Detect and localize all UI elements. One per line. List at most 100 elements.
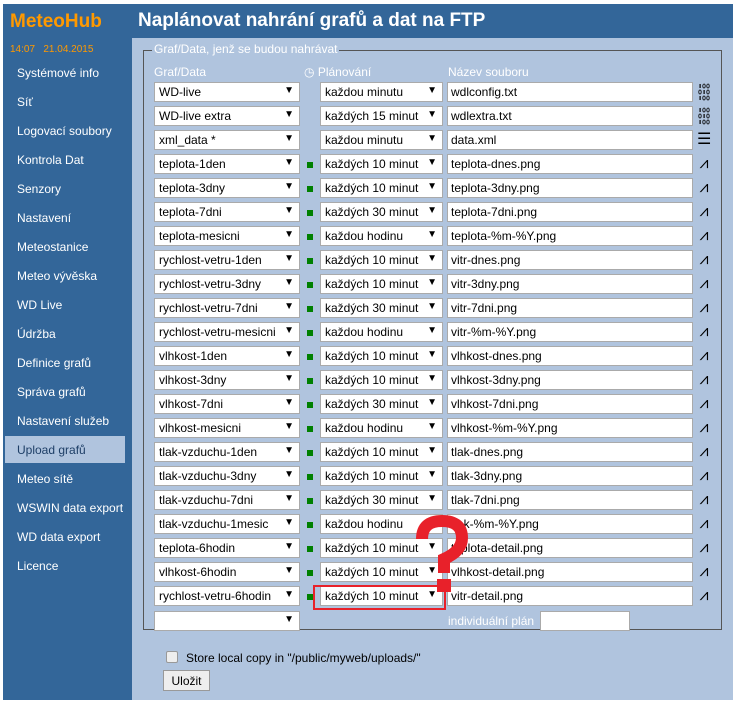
filename-input[interactable]: vitr-3dny.png [447,274,693,294]
sidebar-item[interactable]: WD Live [17,298,63,312]
chart-icon[interactable]: ⩘ [699,155,709,172]
filename-input[interactable]: vlhkost-%m-%Y.png [447,418,693,438]
graph-select[interactable]: teplota-7dni ▼ [154,202,300,222]
binary-icon[interactable] [697,107,711,125]
chart-icon[interactable]: ⩘ [699,347,709,364]
filename-input[interactable]: vlhkost-3dny.png [447,370,693,390]
graph-select[interactable]: rychlost-vetru-6hodin ▼ [154,586,300,606]
sidebar-item[interactable]: Údržba [17,327,56,341]
schedule-select[interactable]: každou hodinu ▼ [320,322,443,342]
filename-input[interactable]: tlak-dnes.png [447,442,693,462]
graph-select[interactable]: rychlost-vetru-mesicni ▼ [154,322,300,342]
binary-icon[interactable] [697,83,711,101]
schedule-select[interactable]: každých 10 minut ▼ [320,538,443,558]
graph-select[interactable]: WD-live ▼ [154,82,300,102]
chart-icon[interactable]: ⩘ [699,275,709,292]
sidebar-item[interactable]: Nastavení služeb [17,414,110,428]
schedule-select[interactable]: každých 15 minut ▼ [320,106,443,126]
schedule-select[interactable]: každých 10 minut ▼ [320,250,443,270]
filename-input[interactable]: vitr-detail.png [447,586,693,606]
store-local-checkbox[interactable] [166,651,178,663]
sidebar-item[interactable]: Kontrola Dat [17,153,84,167]
schedule-select[interactable]: každých 30 minut ▼ [320,298,443,318]
sidebar-item[interactable]: Definice grafů [17,356,92,370]
schedule-select[interactable]: každých 30 minut ▼ [320,202,443,222]
graph-select[interactable]: teplota-6hodin ▼ [154,538,300,558]
graph-select[interactable]: teplota-1den ▼ [154,154,300,174]
chart-icon[interactable]: ⩘ [699,299,709,316]
graph-select[interactable]: xml_data * ▼ [154,130,300,150]
schedule-select[interactable]: každých 10 minut ▼ [320,466,443,486]
chart-icon[interactable]: ⩘ [699,203,709,220]
filename-input[interactable]: teplota-dnes.png [447,154,693,174]
graph-select[interactable]: vlhkost-7dni ▼ [154,394,300,414]
chart-icon[interactable]: ⩘ [699,443,709,460]
schedule-select[interactable]: každou hodinu ▼ [320,418,443,438]
graph-select[interactable]: vlhkost-6hodin ▼ [154,562,300,582]
schedule-select[interactable]: každých 10 minut ▼ [320,586,443,606]
filename-input[interactable]: teplota-7dni.png [447,202,693,222]
filename-input[interactable]: vitr-%m-%Y.png [447,322,693,342]
chart-icon[interactable]: ⩘ [699,251,709,268]
sidebar-item[interactable]: Meteostanice [17,240,89,254]
graph-select[interactable]: tlak-vzduchu-1den ▼ [154,442,300,462]
filename-input[interactable]: vitr-dnes.png [447,250,693,270]
save-button[interactable]: Uložit [163,670,210,691]
graph-select[interactable]: teplota-mesicni ▼ [154,226,300,246]
chart-icon[interactable]: ⩘ [699,179,709,196]
sidebar-item[interactable]: Logovací soubory [17,124,112,138]
filename-input[interactable]: tlak-%m-%Y.png [447,514,693,534]
schedule-select[interactable]: každých 10 minut ▼ [320,346,443,366]
new-graph-select[interactable]: ▼ [154,611,300,631]
schedule-select[interactable]: každou minutu ▼ [320,130,443,150]
filename-input[interactable]: wdlextra.txt [447,106,693,126]
chart-icon[interactable]: ⩘ [699,491,709,508]
filename-input[interactable]: data.xml [447,130,693,150]
filename-input[interactable]: wdlconfig.txt [447,82,693,102]
filename-input[interactable]: teplota-%m-%Y.png [447,226,693,246]
schedule-select[interactable]: každých 10 minut ▼ [320,274,443,294]
filename-input[interactable]: vitr-7dni.png [447,298,693,318]
sidebar-item[interactable]: Upload grafů [5,436,125,463]
filename-input[interactable]: tlak-3dny.png [447,466,693,486]
filename-input[interactable]: tlak-7dni.png [447,490,693,510]
document-icon[interactable]: ☰ [697,131,712,148]
sidebar-item[interactable]: Licence [17,559,59,573]
sidebar-item[interactable]: Správa grafů [17,385,86,399]
schedule-select[interactable]: každých 10 minut ▼ [320,154,443,174]
filename-input[interactable]: teplota-3dny.png [447,178,693,198]
filename-input[interactable]: vlhkost-7dni.png [447,394,693,414]
filename-input[interactable]: vlhkost-dnes.png [447,346,693,366]
chart-icon[interactable]: ⩘ [699,395,709,412]
individual-plan-input[interactable] [540,611,630,631]
schedule-select[interactable]: každých 30 minut ▼ [320,394,443,414]
sidebar-item[interactable]: Systémové info [17,66,100,80]
schedule-select[interactable]: každých 10 minut ▼ [320,370,443,390]
sidebar-item[interactable]: Síť [17,95,33,109]
filename-input[interactable]: teplota-detail.png [447,538,693,558]
graph-select[interactable]: rychlost-vetru-3dny ▼ [154,274,300,294]
graph-select[interactable]: vlhkost-mesicni ▼ [154,418,300,438]
schedule-select[interactable]: každých 30 minut ▼ [320,490,443,510]
graph-select[interactable]: teplota-3dny ▼ [154,178,300,198]
schedule-select[interactable]: každou hodinu ▼ [320,226,443,246]
sidebar-item[interactable]: Meteo sítě [17,472,74,486]
sidebar-item[interactable]: Senzory [17,182,62,196]
filename-input[interactable]: vlhkost-detail.png [447,562,693,582]
schedule-select[interactable]: každých 10 minut ▼ [320,442,443,462]
chart-icon[interactable]: ⩘ [699,419,709,436]
chart-icon[interactable]: ⩘ [699,323,709,340]
chart-icon[interactable]: ⩘ [699,467,709,484]
graph-select[interactable]: rychlost-vetru-7dni ▼ [154,298,300,318]
sidebar-item[interactable]: WD data export [17,530,101,544]
schedule-select[interactable]: každých 10 minut ▼ [320,178,443,198]
graph-select[interactable]: tlak-vzduchu-3dny ▼ [154,466,300,486]
sidebar-item[interactable]: Meteo vývěska [17,269,98,283]
graph-select[interactable]: vlhkost-3dny ▼ [154,370,300,390]
graph-select[interactable]: tlak-vzduchu-7dni ▼ [154,490,300,510]
chart-icon[interactable]: ⩘ [699,539,709,556]
graph-select[interactable]: tlak-vzduchu-1mesic ▼ [154,514,300,534]
graph-select[interactable]: WD-live extra ▼ [154,106,300,126]
schedule-select[interactable]: každou minutu ▼ [320,82,443,102]
sidebar-item[interactable]: WSWIN data export [17,501,124,515]
